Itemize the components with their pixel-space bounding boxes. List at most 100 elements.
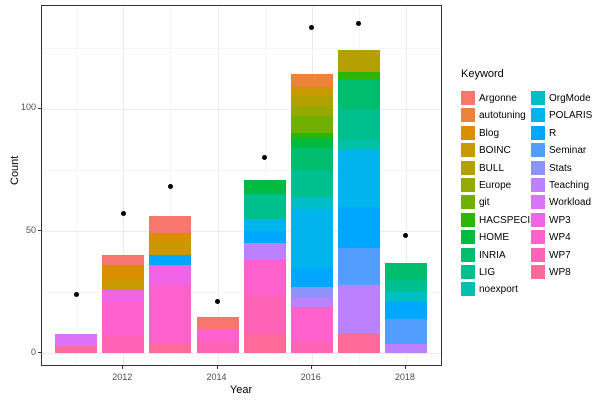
bar-segment-HOME[interactable] xyxy=(243,179,286,195)
legend-label: autotuning xyxy=(479,110,526,122)
bar-segment-git[interactable] xyxy=(290,116,333,134)
bar-segment-R[interactable] xyxy=(243,231,286,244)
bar-segment-Seminar[interactable] xyxy=(337,248,380,285)
bar-segment-Argonne[interactable] xyxy=(196,316,239,329)
point-marker[interactable] xyxy=(309,25,315,31)
legend-item-noexport[interactable]: noexport xyxy=(461,282,529,297)
legend-item-Teaching[interactable]: Teaching xyxy=(531,178,599,193)
bar-segment-POLARIS[interactable] xyxy=(243,218,286,231)
legend-item-Workload[interactable]: Workload xyxy=(531,195,599,210)
legend-item-autotuning[interactable]: autotuning xyxy=(461,108,529,123)
bar-segment-BULL[interactable] xyxy=(337,49,380,72)
bar-segment-LIG[interactable] xyxy=(337,108,380,141)
legend-item-Blog[interactable]: Blog xyxy=(461,125,529,141)
gridline-major-v xyxy=(405,6,407,365)
legend-item-HOME[interactable]: HOME xyxy=(461,230,529,245)
bar-segment-BULL[interactable] xyxy=(290,96,333,107)
point-marker[interactable] xyxy=(215,299,220,305)
bar-segment-Argonne[interactable] xyxy=(102,255,145,266)
bar-segment-Blog[interactable] xyxy=(102,265,145,280)
legend-swatch-LIG xyxy=(461,265,475,279)
bar-segment-WP8[interactable] xyxy=(243,333,286,354)
legend-item-LIG[interactable]: LIG xyxy=(461,265,529,280)
bar-segment-WP8[interactable] xyxy=(149,343,192,354)
bar-segment-Teaching[interactable] xyxy=(337,284,380,334)
legend-item-INRIA[interactable]: INRIA xyxy=(461,247,529,263)
bar-segment-WP4[interactable] xyxy=(243,260,286,295)
bar-segment-R[interactable] xyxy=(149,255,192,266)
bar-segment-R[interactable] xyxy=(337,206,380,249)
gridline-major-h xyxy=(42,108,441,110)
bar-segment-R[interactable] xyxy=(290,267,333,288)
bar-segment-Seminar[interactable] xyxy=(384,319,427,344)
legend-item-HACSPECIS[interactable]: HACSPECIS xyxy=(461,212,537,228)
legend-item-WP8[interactable]: WP8 xyxy=(531,265,599,280)
bar-segment-Teaching[interactable] xyxy=(243,243,286,261)
legend-item-WP3[interactable]: WP3 xyxy=(531,212,599,228)
bar-segment-WP8[interactable] xyxy=(337,333,380,354)
legend-item-WP7[interactable]: WP7 xyxy=(531,247,599,263)
legend-item-OrgMode[interactable]: OrgMode xyxy=(531,91,599,106)
bar-segment-R[interactable] xyxy=(384,301,427,320)
bar-segment-BOINC[interactable] xyxy=(149,240,192,256)
bar-segment-INRIA[interactable] xyxy=(290,147,333,170)
legend-swatch-Seminar xyxy=(531,143,545,158)
bar-segment-HOME[interactable] xyxy=(290,138,333,148)
bar-segment-POLARIS[interactable] xyxy=(337,150,380,207)
x-axis-tick xyxy=(216,366,218,369)
bar-segment-autotuning[interactable] xyxy=(290,74,333,87)
bar-segment-WP3[interactable] xyxy=(102,289,145,302)
bar-segment-WP3[interactable] xyxy=(149,265,192,285)
legend-item-Seminar[interactable]: Seminar xyxy=(531,143,599,158)
bar-segment-WP4[interactable] xyxy=(149,284,192,344)
point-marker[interactable] xyxy=(120,211,126,217)
bar-segment-BOINC[interactable] xyxy=(290,86,333,97)
bar-segment-INRIA[interactable] xyxy=(384,262,427,280)
bar-segment-WP4[interactable] xyxy=(290,306,333,342)
legend-item-git[interactable]: git xyxy=(461,195,529,210)
legend-item-R[interactable]: R xyxy=(531,125,599,141)
gridline-minor-h xyxy=(42,169,441,171)
legend-item-Europe[interactable]: Europe xyxy=(461,178,529,193)
legend-item-WP4[interactable]: WP4 xyxy=(531,230,599,245)
legend-item-Stats[interactable]: Stats xyxy=(531,160,599,176)
bar-segment-POLARIS[interactable] xyxy=(290,208,333,268)
bar-segment-LIG[interactable] xyxy=(384,279,427,293)
point-marker[interactable] xyxy=(73,292,79,298)
legend-item-Argonne[interactable]: Argonne xyxy=(461,91,529,106)
bar-segment-LIG[interactable] xyxy=(290,169,333,197)
legend-item-BOINC[interactable]: BOINC xyxy=(461,143,529,158)
legend-swatch-OrgMode xyxy=(531,91,545,105)
bar-segment-HACSPECIS[interactable] xyxy=(337,72,380,80)
bar-segment-WP7[interactable] xyxy=(196,341,239,354)
bar-segment-WP4[interactable] xyxy=(102,301,145,337)
gridline-major-h xyxy=(42,231,441,232)
bar-segment-WP7[interactable] xyxy=(243,294,286,334)
point-marker[interactable] xyxy=(262,155,268,161)
bar-segment-noexport[interactable] xyxy=(337,140,380,151)
legend-item-BULL[interactable]: BULL xyxy=(461,160,529,176)
bar-segment-WP7[interactable] xyxy=(290,341,333,354)
bar-segment-OrgMode[interactable] xyxy=(290,196,333,209)
bar-segment-Workload[interactable] xyxy=(55,333,98,346)
legend-item-POLARIS[interactable]: POLARIS xyxy=(531,108,599,123)
bar-segment-OrgMode[interactable] xyxy=(384,292,427,302)
point-marker[interactable] xyxy=(167,184,173,190)
bar-segment-INRIA[interactable] xyxy=(337,79,380,109)
bar-segment-HACSPECIS[interactable] xyxy=(290,133,333,139)
bar-segment-Teaching[interactable] xyxy=(384,343,427,354)
bar-segment-WP4[interactable] xyxy=(196,328,239,342)
point-marker[interactable] xyxy=(356,20,362,26)
bar-segment-WP8[interactable] xyxy=(55,345,98,354)
legend-swatch-autotuning xyxy=(461,108,475,123)
bar-segment-Stats[interactable] xyxy=(290,287,333,298)
bar-segment-Argonne[interactable] xyxy=(149,216,192,234)
bar-segment-Europe[interactable] xyxy=(290,106,333,117)
bar-segment-Teaching[interactable] xyxy=(290,297,333,307)
bar-segment-BOINC[interactable] xyxy=(102,279,145,290)
bar-segment-LIG[interactable] xyxy=(243,194,286,219)
bar-segment-WP7[interactable] xyxy=(102,336,145,354)
point-marker[interactable] xyxy=(403,233,409,239)
bar-segment-Blog[interactable] xyxy=(149,233,192,241)
